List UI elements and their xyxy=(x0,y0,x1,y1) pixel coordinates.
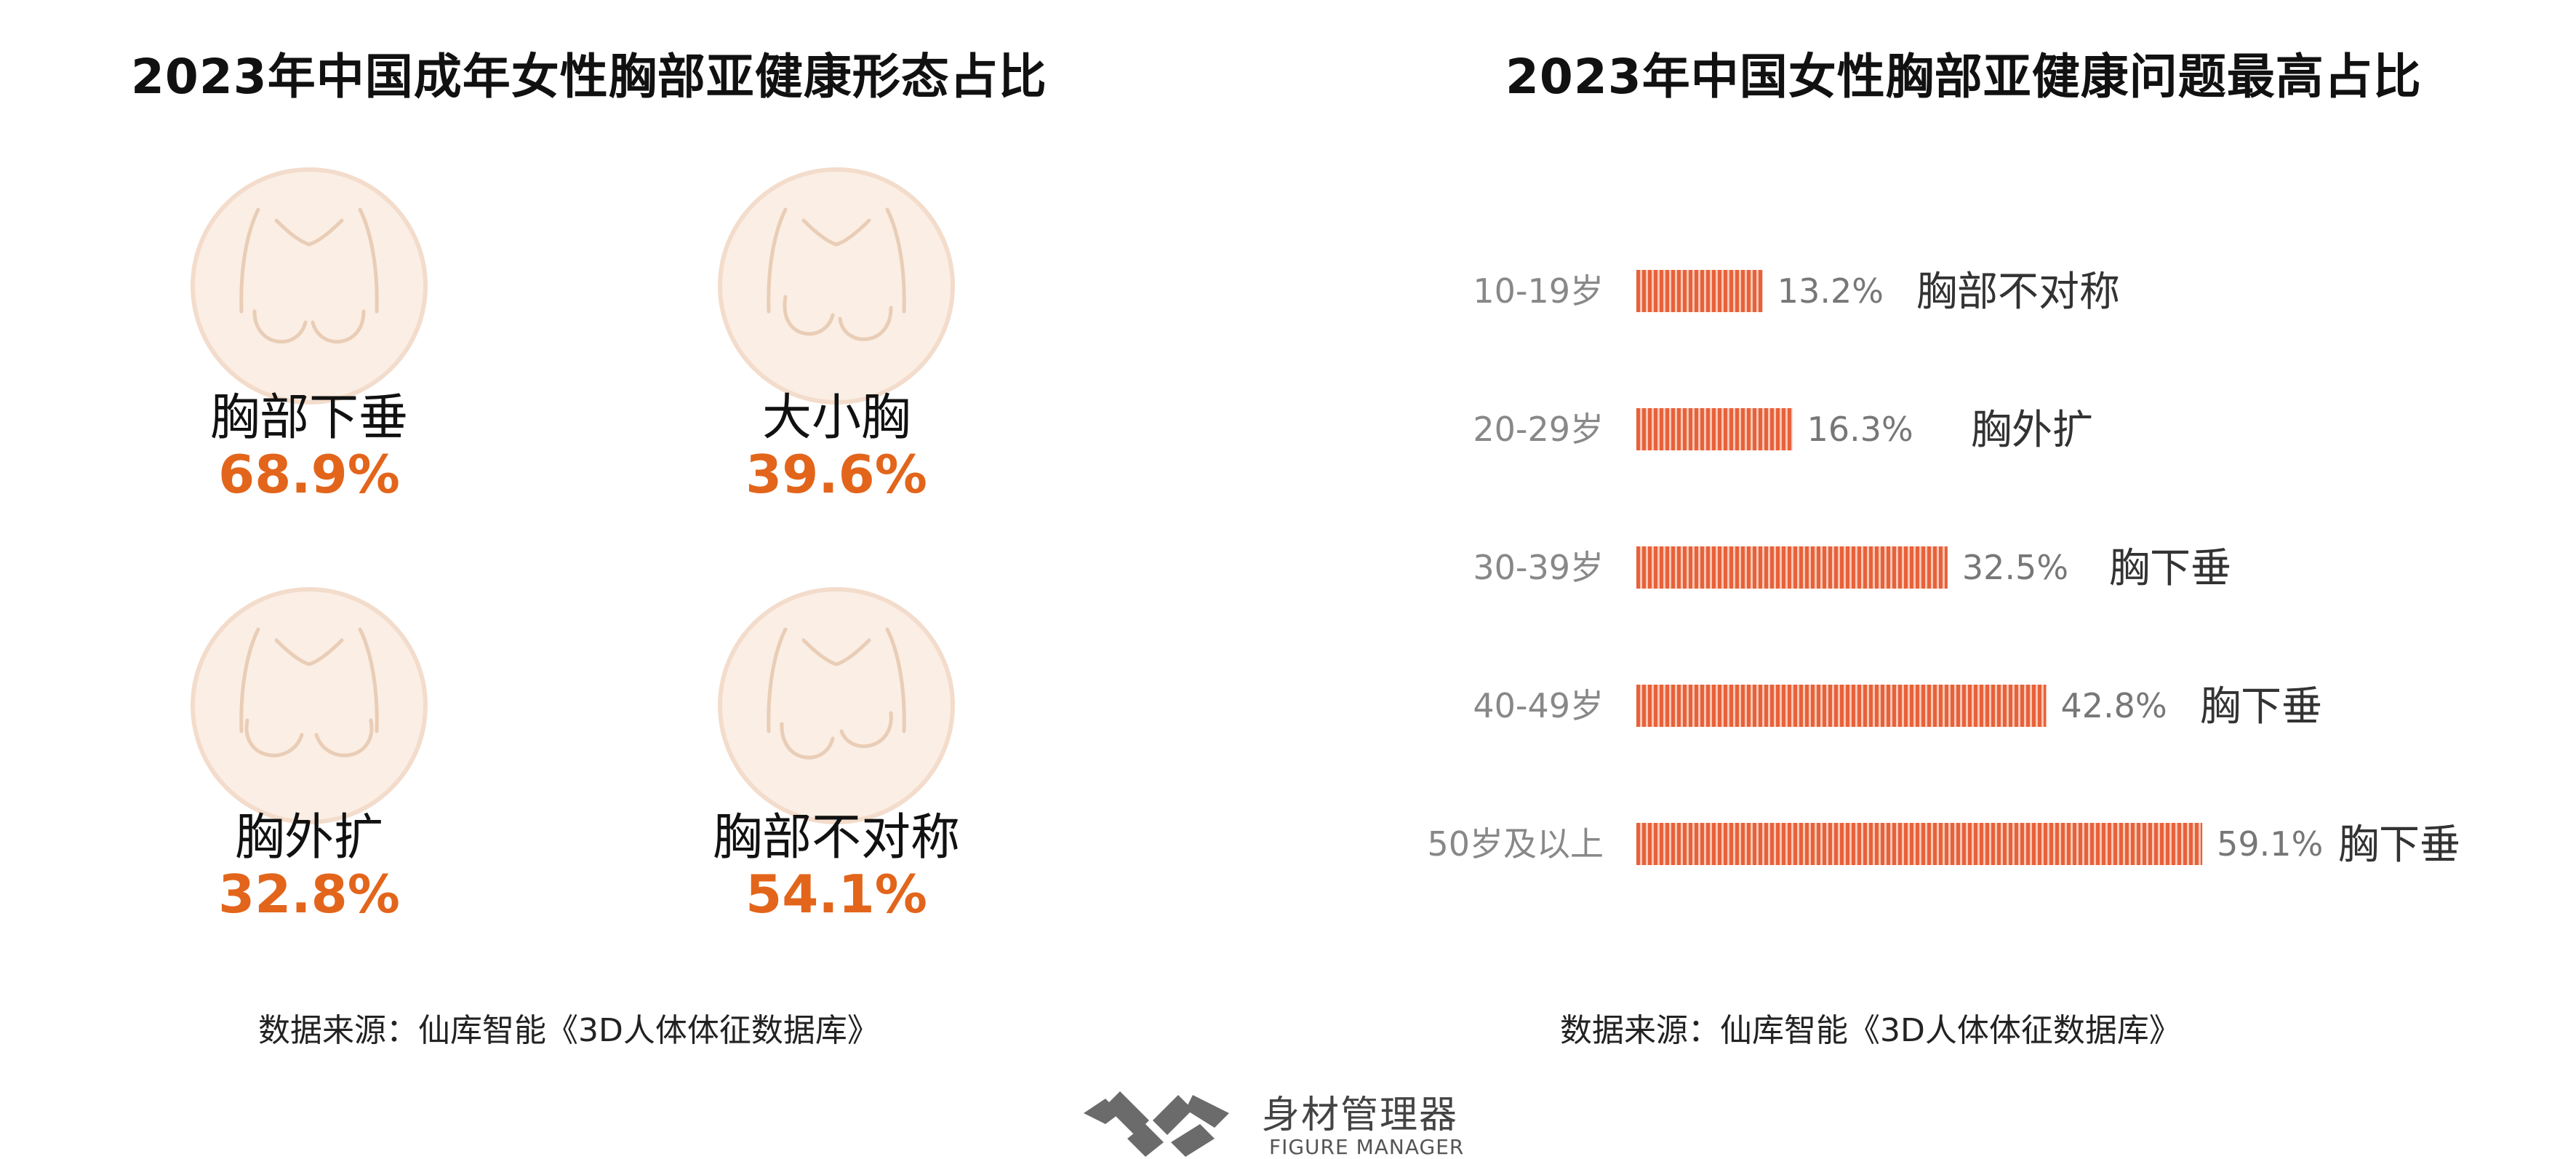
category-label: 20-29岁 xyxy=(1473,410,1604,449)
bar xyxy=(1636,270,1763,312)
stat-label: 大小胸 xyxy=(761,389,911,447)
age-group-bar-chart: 10-19岁 13.2% 胸部不对称 20-29岁 16.3% 胸外扩 30-39岁 32.5… xyxy=(1427,268,2460,869)
category-label: 30-39岁 xyxy=(1473,548,1604,587)
stat-item-uneven-size: 大小胸 39.6% xyxy=(640,166,1033,573)
category-label: 50岁及以上 xyxy=(1427,824,1604,864)
bar xyxy=(1636,823,2203,865)
chest-outline-icon xyxy=(191,167,428,405)
category-label: 10-19岁 xyxy=(1473,271,1604,311)
bar xyxy=(1636,408,1793,450)
logo-text-en: FIGURE MANAGER xyxy=(1269,1135,1465,1159)
figure-manager-logo xyxy=(1084,1091,1229,1157)
logo-text-cn: 身材管理器 xyxy=(1262,1094,1459,1137)
stat-label: 胸部不对称 xyxy=(712,809,960,867)
chest-outline-icon xyxy=(718,167,955,405)
right-source-note: 数据来源：仙库智能《3D人体体征数据库》 xyxy=(1560,1012,2181,1049)
value-label: 42.8% xyxy=(2061,686,2167,725)
left-chart-title: 2023年中国成年女性胸部亚健康形态占比 xyxy=(131,49,1047,105)
category-label: 40-49岁 xyxy=(1473,686,1604,725)
issue-label: 胸下垂 xyxy=(2109,545,2231,592)
stat-item-splayed: 胸外扩 32.8% xyxy=(113,586,505,993)
bar xyxy=(1636,546,1948,589)
stat-value: 39.6% xyxy=(745,444,927,505)
value-label: 16.3% xyxy=(1807,410,1913,449)
stat-value: 54.1% xyxy=(745,864,927,925)
issue-label: 胸下垂 xyxy=(2200,683,2322,730)
issue-label: 胸外扩 xyxy=(1971,407,2093,454)
right-chart-title: 2023年中国女性胸部亚健康问题最高占比 xyxy=(1505,49,2422,105)
stat-value: 68.9% xyxy=(218,444,400,505)
issue-label: 胸部不对称 xyxy=(1916,268,2120,316)
value-label: 59.1% xyxy=(2217,824,2323,864)
left-source-note: 数据来源：仙库智能《3D人体体征数据库》 xyxy=(258,1012,879,1049)
bar xyxy=(1636,685,2047,727)
stat-label: 胸部下垂 xyxy=(209,389,408,447)
issue-label: 胸下垂 xyxy=(2338,821,2460,869)
stat-item-asymmetry: 胸部不对称 54.1% xyxy=(640,586,1033,993)
value-label: 32.5% xyxy=(1962,548,2068,587)
stat-value: 32.8% xyxy=(218,864,400,925)
stat-item-sagging: 胸部下垂 68.9% xyxy=(113,166,505,573)
chest-outline-icon xyxy=(718,587,955,824)
value-label: 13.2% xyxy=(1777,271,1884,311)
stat-label: 胸外扩 xyxy=(234,809,383,867)
chest-outline-icon xyxy=(191,587,428,824)
